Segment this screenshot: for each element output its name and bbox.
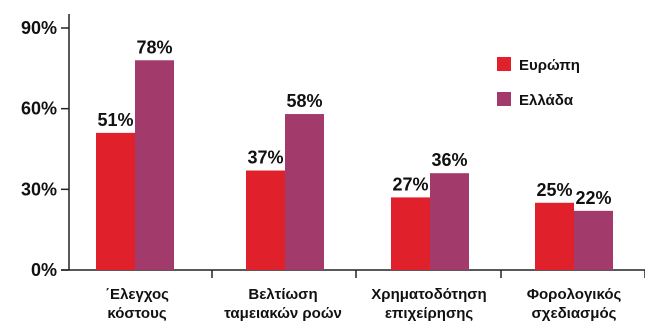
category-label: κόστους xyxy=(107,305,166,322)
category-label: επιχείρησης xyxy=(385,305,474,322)
legend-swatch xyxy=(497,57,511,71)
legend: Ευρώπη Ελλάδα xyxy=(497,57,580,109)
data-label: 58% xyxy=(286,91,322,111)
bar xyxy=(391,197,430,270)
data-label: 27% xyxy=(392,174,428,194)
legend-swatch xyxy=(497,92,511,106)
category-label: ταμειακών ροών xyxy=(224,305,342,322)
bar xyxy=(96,133,135,270)
bar xyxy=(535,203,574,270)
data-label: 51% xyxy=(97,110,133,130)
bar xyxy=(574,211,613,270)
legend-label: Ευρώπη xyxy=(519,57,580,74)
legend-label: Ελλάδα xyxy=(519,92,574,109)
data-label: 22% xyxy=(575,188,611,208)
data-label: 78% xyxy=(136,37,172,57)
y-tick-label: 60% xyxy=(21,99,57,119)
category-label: Χρηματοδότηση xyxy=(371,286,486,303)
category-label: Φορολογικός xyxy=(527,286,622,303)
bar xyxy=(135,60,174,270)
bar xyxy=(246,171,285,270)
y-tick-label: 90% xyxy=(21,18,57,38)
data-label: 25% xyxy=(536,180,572,200)
y-tick-label: 30% xyxy=(21,179,57,199)
data-label: 36% xyxy=(431,150,467,170)
bar xyxy=(430,173,469,270)
data-label: 37% xyxy=(247,148,283,168)
bar xyxy=(285,114,324,270)
category-labels: ΄Ελεγχος κόστους Βελτίωση ταμειακών ροών Χρη… xyxy=(105,286,621,322)
y-tick-label: 0% xyxy=(31,260,57,280)
category-label: Βελτίωση xyxy=(248,286,317,303)
category-label: σχεδιασμός xyxy=(532,305,617,322)
category-label: ΄Ελεγχος xyxy=(105,286,169,303)
